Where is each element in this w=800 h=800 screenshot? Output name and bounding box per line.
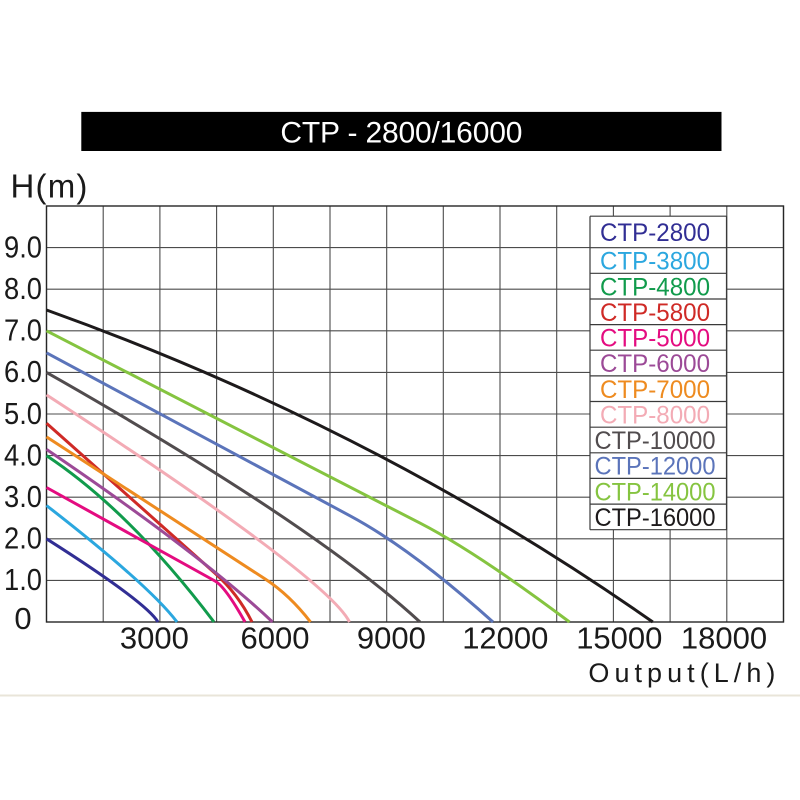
svg-text:4.0: 4.0 (4, 437, 42, 472)
svg-text:CTP-3800: CTP-3800 (600, 248, 710, 276)
svg-text:9.0: 9.0 (4, 229, 42, 264)
svg-text:3.0: 3.0 (4, 479, 42, 514)
svg-text:CTP-7000: CTP-7000 (600, 376, 710, 404)
svg-text:CTP-10000: CTP-10000 (595, 427, 716, 455)
svg-text:CTP-8000: CTP-8000 (600, 401, 710, 429)
svg-text:8.0: 8.0 (4, 271, 42, 306)
svg-text:CTP-5000: CTP-5000 (600, 325, 710, 353)
svg-text:9000: 9000 (357, 621, 426, 656)
svg-text:18000: 18000 (681, 621, 767, 656)
svg-text:5.0: 5.0 (4, 396, 42, 431)
svg-text:6.0: 6.0 (4, 354, 42, 389)
svg-text:1.0: 1.0 (4, 562, 42, 597)
svg-text:CTP-12000: CTP-12000 (595, 453, 716, 481)
svg-text:CTP-16000: CTP-16000 (595, 504, 716, 532)
svg-text:Output(L/h): Output(L/h) (588, 658, 775, 688)
svg-text:CTP-5800: CTP-5800 (600, 299, 710, 327)
svg-text:7.0: 7.0 (4, 313, 42, 348)
svg-text:CTP - 2800/16000: CTP - 2800/16000 (280, 117, 522, 150)
svg-text:3000: 3000 (120, 621, 189, 656)
svg-text:CTP-6000: CTP-6000 (600, 350, 710, 378)
svg-text:CTP-2800: CTP-2800 (600, 219, 710, 247)
svg-text:12000: 12000 (462, 621, 548, 656)
svg-text:15000: 15000 (576, 621, 662, 656)
svg-text:0: 0 (14, 601, 31, 636)
svg-text:CTP-14000: CTP-14000 (595, 478, 716, 506)
svg-text:6000: 6000 (241, 621, 310, 656)
svg-text:2.0: 2.0 (4, 521, 42, 556)
svg-text:H(m): H(m) (11, 168, 89, 205)
svg-text:CTP-4800: CTP-4800 (600, 273, 710, 301)
